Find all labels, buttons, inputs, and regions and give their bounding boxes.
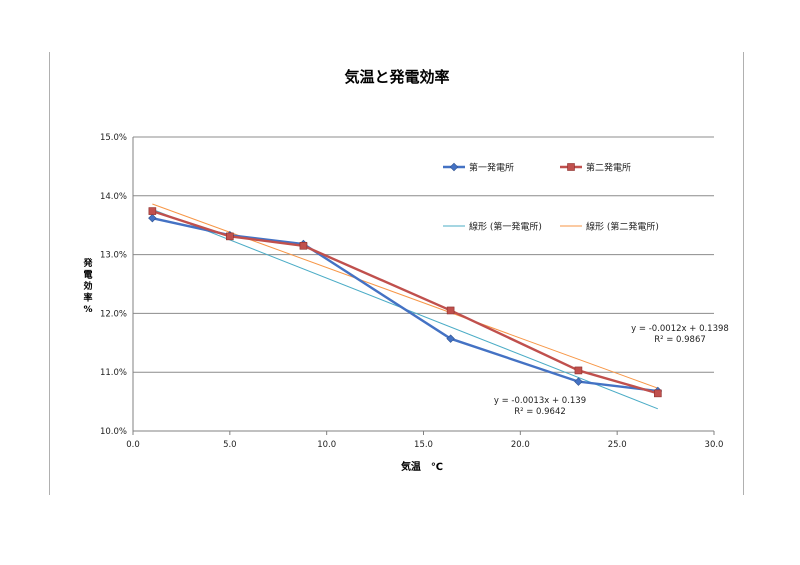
y-axis-label-char: 発 [82,257,93,269]
y-tick-label: 13.0% [100,251,127,261]
legend-label: 第一発電所 [469,162,514,174]
x-tick-labels: 0.0 5.0 10.0 15.0 20.0 25.0 30.0 [126,440,723,450]
data-point-marker [449,162,459,172]
data-point-marker [226,232,234,241]
trendline-equation: y = -0.0013x + 0.139 [494,396,586,406]
x-tick-label: 10.0 [317,440,336,450]
data-point-marker [148,207,157,215]
trendline-equation: y = -0.0012x + 0.1398 [631,324,729,334]
series-line [151,209,659,395]
data-point-marker [446,334,455,343]
data-point-marker [654,389,662,398]
x-tick-label: 5.0 [223,440,237,450]
trendline-r2: R² = 0.9642 [514,407,566,417]
grid-lines [132,136,715,435]
legend-label: 線形 (第二発電所) [586,221,659,233]
data-point-marker [574,366,583,375]
data-point-marker [148,213,157,223]
x-tick-label: 0.0 [126,440,140,450]
y-tick-label: 11.0% [100,368,127,378]
y-tick-label: 15.0% [100,133,127,143]
y-axis-label-char: 電 [83,270,92,281]
x-tick-label: 15.0 [414,440,433,450]
x-axis-label: 気温 ℃ [400,460,443,473]
chart-frame [49,52,744,495]
x-tick-label: 20.0 [511,440,530,450]
legend-label: 線形 (第一発電所) [469,221,542,233]
y-tick-label: 12.0% [100,309,127,319]
series-line [152,216,658,393]
data-point-marker [446,306,455,315]
y-tick-label: 14.0% [100,192,127,202]
data-point-marker [574,377,583,386]
data-point-marker [299,241,308,250]
x-tick-label: 30.0 [705,440,724,450]
y-axis-label-char: % [83,305,92,315]
data-point-marker [567,163,575,171]
y-tick-label: 10.0% [100,427,127,437]
data-series [148,207,663,398]
x-tick-label: 25.0 [608,440,627,450]
y-axis-label-char: 効 [83,280,92,292]
y-axis-label-char: 率 [83,292,92,304]
y-axis-label: 発電効率% [82,257,93,315]
chart-title: 気温と発電効率 [344,68,449,86]
trendline [152,203,659,389]
trendline-r2: R² = 0.9867 [654,335,706,345]
y-tick-labels: 10.0% 11.0% 12.0% 13.0% 14.0% 15.0% [100,133,127,437]
legend-label: 第二発電所 [586,162,631,174]
